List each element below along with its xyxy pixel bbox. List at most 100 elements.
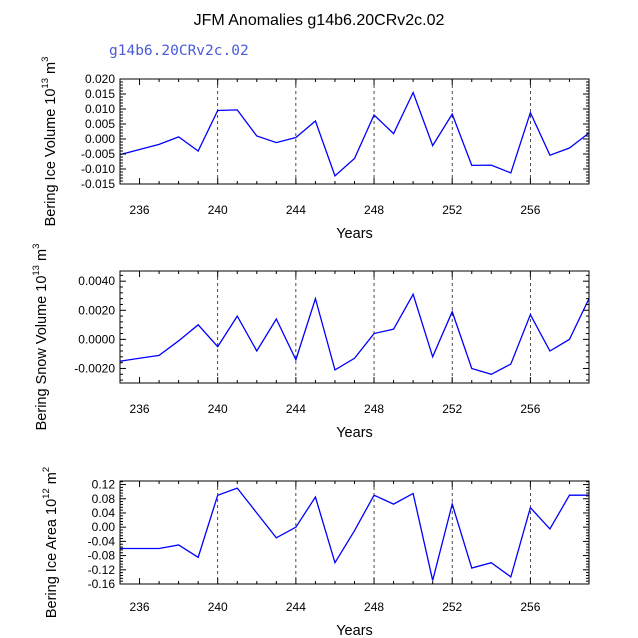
data-point: [236, 109, 238, 111]
data-point: [451, 503, 453, 505]
y-axis-label: Bering Ice Volume 1013 m3: [40, 57, 59, 227]
x-tick-label: 252: [442, 402, 462, 416]
data-point: [373, 494, 375, 496]
data-point: [256, 350, 258, 352]
data-point: [529, 111, 531, 113]
data-point: [471, 567, 473, 569]
series-line: [119, 90, 590, 178]
data-point: [510, 172, 512, 174]
data-point: [451, 113, 453, 115]
data-point: [510, 363, 512, 365]
y-axis-label: Bering Snow Volume 1013 m3: [31, 244, 50, 431]
x-tick-label: 244: [286, 402, 306, 416]
y-tick-label: 0.04: [92, 506, 116, 520]
y-axis-label: Bering Ice Area 1012 m2: [41, 467, 60, 618]
y-tick-label: -0.010: [81, 162, 115, 176]
data-point: [275, 318, 277, 320]
y-tick-label: -0.08: [88, 549, 116, 563]
x-tick-label: 244: [286, 600, 306, 614]
data-point: [549, 528, 551, 530]
data-point: [295, 526, 297, 528]
data-point: [431, 356, 433, 358]
panel-3: 236 240 244 248 252 256-0.16-0.12-0.08-0.040.…: [41, 467, 590, 638]
x-axis-label: Years: [336, 425, 373, 441]
data-point: [431, 144, 433, 146]
data-point: [295, 359, 297, 361]
data-point: [412, 293, 414, 295]
chart-subtitle: g14b6.20CRv2c.02: [109, 43, 249, 59]
data-point: [549, 154, 551, 156]
x-tick-label: 248: [364, 402, 384, 416]
data-point: [392, 503, 394, 505]
y-tick-label: 0.12: [92, 478, 116, 492]
x-tick-label: 252: [442, 600, 462, 614]
data-point: [490, 373, 492, 375]
data-point: [197, 324, 199, 326]
data-point: [177, 340, 179, 342]
data-point: [529, 506, 531, 508]
data-point: [568, 147, 570, 149]
x-tick-label: 248: [364, 203, 384, 217]
data-point: [451, 311, 453, 313]
x-tick-label: 256: [520, 600, 540, 614]
data-point: [158, 354, 160, 356]
data-point: [236, 315, 238, 317]
data-point: [334, 561, 336, 563]
y-tick-label: 0.0020: [78, 303, 115, 317]
series-line: [120, 487, 589, 581]
y-tick-label: 0.00: [92, 520, 116, 534]
data-point: [177, 544, 179, 546]
y-tick-label: 0.000: [85, 132, 115, 146]
data-point: [353, 357, 355, 359]
data-point: [314, 120, 316, 122]
data-point: [138, 547, 140, 549]
y-tick-label: -0.16: [88, 577, 116, 591]
data-point: [158, 547, 160, 549]
data-point: [373, 114, 375, 116]
data-point: [471, 367, 473, 369]
x-tick-label: 244: [286, 203, 306, 217]
data-point: [217, 345, 219, 347]
y-tick-label: 0.0000: [78, 332, 115, 346]
data-point: [510, 576, 512, 578]
data-point: [138, 357, 140, 359]
data-point: [138, 148, 140, 150]
x-tick-label: 248: [364, 600, 384, 614]
data-point: [490, 164, 492, 166]
data-point: [275, 537, 277, 539]
data-point: [275, 141, 277, 143]
y-tick-label: 0.0040: [78, 274, 115, 288]
data-point: [314, 297, 316, 299]
data-point: [314, 496, 316, 498]
data-point: [256, 512, 258, 514]
x-tick-label: 256: [520, 203, 540, 217]
y-tick-label: -0.015: [81, 177, 115, 191]
data-point: [412, 91, 414, 93]
y-tick-label: 0.005: [85, 117, 115, 131]
data-point: [412, 492, 414, 494]
data-point: [177, 136, 179, 138]
y-tick-label: -0.0020: [74, 361, 115, 375]
panel-2: 236 240 244 248 252 256 -0.0020 0.0000 0.0020 0.0…: [31, 244, 590, 441]
x-tick-label: 252: [442, 203, 462, 217]
y-tick-label: 0.020: [85, 72, 115, 86]
data-point: [334, 175, 336, 177]
data-point: [197, 150, 199, 152]
data-point: [217, 109, 219, 111]
y-tick-label: -0.12: [88, 563, 116, 577]
series-line: [119, 292, 590, 375]
x-tick-label: 240: [208, 600, 228, 614]
chart-panels: 236 240 244 248 252 256-0.015-0.010-0.0050.00…: [31, 57, 590, 638]
plot-frame: [119, 78, 590, 185]
x-tick-label: 240: [208, 402, 228, 416]
data-point: [256, 135, 258, 137]
x-tick-label: 236: [130, 203, 150, 217]
y-tick-label: 0.015: [85, 87, 115, 101]
x-tick-label: 256: [520, 402, 540, 416]
data-point: [295, 136, 297, 138]
chart-title: JFM Anomalies g14b6.20CRv2c.02: [194, 12, 445, 29]
x-axis-label: Years: [336, 623, 373, 638]
data-point: [236, 487, 238, 489]
data-point: [490, 561, 492, 563]
